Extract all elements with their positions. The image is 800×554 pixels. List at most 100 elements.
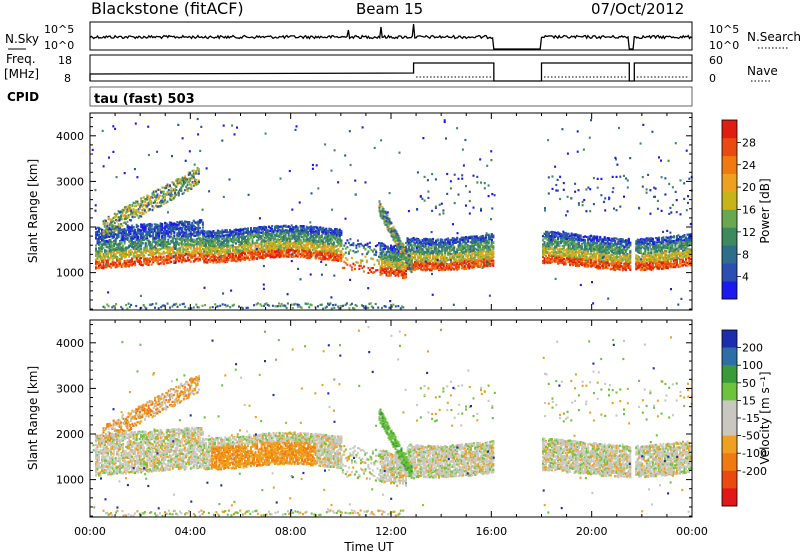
echo-cell xyxy=(99,258,102,261)
echo-cell xyxy=(120,232,123,235)
echo-cell xyxy=(108,241,111,245)
echo-cell xyxy=(131,229,134,232)
echo-cell xyxy=(107,264,110,267)
nave-label: Nave xyxy=(747,64,778,78)
echo-cell xyxy=(108,263,111,266)
echo-cell xyxy=(117,264,120,267)
echo-cell xyxy=(95,249,97,252)
echo-cell xyxy=(135,223,138,226)
echo-cell xyxy=(114,261,117,265)
echo-cell xyxy=(141,229,144,232)
echo-cell xyxy=(122,236,125,239)
date-label: 07/Oct/2012 xyxy=(591,0,684,18)
echo-cell xyxy=(95,231,97,234)
echo-cell xyxy=(113,242,116,245)
echo-cell xyxy=(99,232,102,235)
echo-cell xyxy=(99,237,102,241)
echo-cell xyxy=(144,224,147,227)
echo-cell xyxy=(162,262,165,265)
echo-cell xyxy=(343,244,346,247)
echo-cell xyxy=(111,263,114,266)
freq-label-line2: [MHz] xyxy=(4,67,39,81)
echo-cell xyxy=(373,263,376,266)
echo-cell xyxy=(155,255,158,258)
echo-cell xyxy=(153,230,156,233)
echo-cell xyxy=(102,255,105,258)
echo-cell xyxy=(98,237,100,240)
echo-cell xyxy=(131,246,134,249)
echo-cell xyxy=(155,235,158,238)
echo-cell xyxy=(140,229,143,232)
echo-cell xyxy=(123,227,126,231)
echo-cell xyxy=(128,230,131,233)
echo-cell xyxy=(116,250,119,253)
echo-cell xyxy=(131,228,134,231)
echo-cell xyxy=(143,228,146,231)
echo-cell xyxy=(129,232,132,235)
echo-cell xyxy=(140,245,143,248)
freq-label-line1: Freq. xyxy=(6,52,36,66)
echo-cell xyxy=(98,243,100,246)
echo-cell xyxy=(149,260,152,263)
echo-cell xyxy=(113,263,116,266)
echo-cell xyxy=(119,246,122,249)
echo-cell xyxy=(188,250,191,254)
echo-cell xyxy=(152,254,155,257)
echo-cell xyxy=(110,242,113,245)
echo-cell xyxy=(341,247,344,250)
echo-cell xyxy=(143,230,146,233)
freq-right-tick-top: 60 xyxy=(709,54,723,67)
echo-cell xyxy=(102,253,105,256)
echo-cell xyxy=(101,256,103,259)
echo-cell xyxy=(129,259,132,262)
echo-cell xyxy=(144,225,147,228)
echo-cell xyxy=(153,223,156,226)
echo-cell xyxy=(110,266,113,269)
echo-cell xyxy=(122,244,125,247)
echo-cell xyxy=(104,239,106,242)
echo-cell xyxy=(356,250,359,253)
echo-cell xyxy=(110,240,113,243)
echo-cell xyxy=(117,242,120,245)
echo-cell xyxy=(290,224,293,227)
echo-cell xyxy=(125,234,128,237)
echo-cell xyxy=(134,260,137,263)
echo-cell xyxy=(105,242,108,245)
echo-cell xyxy=(147,262,150,265)
echo-cell xyxy=(155,223,158,227)
echo-cell xyxy=(119,242,122,245)
echo-cell xyxy=(144,244,147,247)
echo-cell xyxy=(122,230,125,233)
echo-cell xyxy=(135,242,138,245)
echo-cell xyxy=(105,262,108,265)
echo-cell xyxy=(153,248,156,251)
echo-cell xyxy=(134,248,137,251)
echo-cell xyxy=(135,226,138,229)
echo-cell xyxy=(385,253,388,256)
echo-cell xyxy=(101,232,103,235)
echo-cell xyxy=(382,250,385,253)
echo-cell xyxy=(105,235,108,238)
echo-cell xyxy=(152,228,155,231)
echo-cell xyxy=(132,226,135,229)
echo-cell xyxy=(111,251,114,254)
echo-cell xyxy=(138,242,141,245)
echo-cell xyxy=(128,227,131,230)
echo-cell xyxy=(101,260,103,263)
echo-cell xyxy=(128,233,131,236)
echo-cell xyxy=(256,241,259,244)
echo-cell xyxy=(114,266,117,269)
echo-cell xyxy=(95,266,97,269)
echo-cell xyxy=(114,233,117,236)
echo-cell xyxy=(362,265,365,268)
echo-cell xyxy=(296,255,299,258)
echo-cell xyxy=(155,247,158,250)
echo-cell xyxy=(347,241,350,244)
freq-left-tick-top: 18 xyxy=(58,54,72,67)
echo-cell xyxy=(95,254,97,257)
echo-cell xyxy=(123,256,126,259)
echo-cell xyxy=(140,251,143,254)
echo-cell xyxy=(150,258,153,261)
echo-cell xyxy=(126,253,129,256)
echo-cell xyxy=(129,238,132,241)
